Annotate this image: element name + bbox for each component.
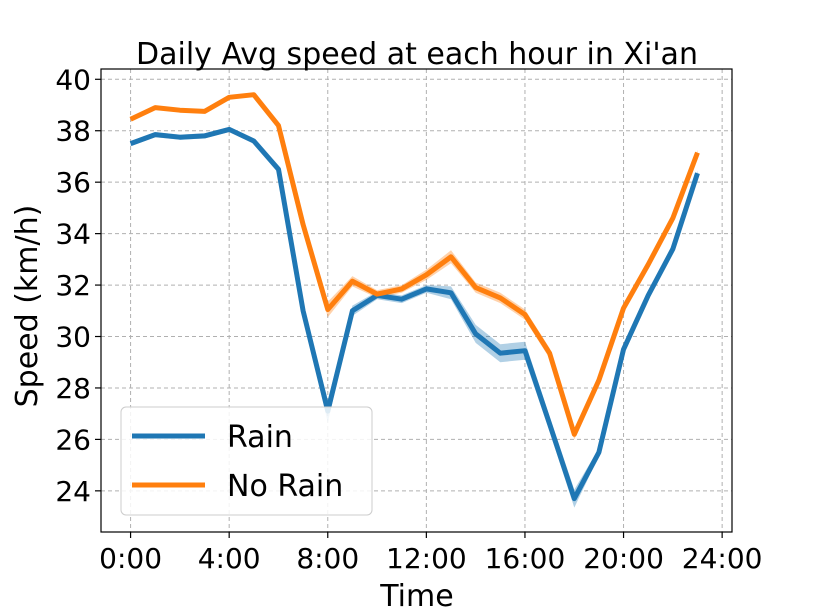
y-tick-label: 24 xyxy=(55,475,91,508)
series-line-no-rain xyxy=(129,92,700,437)
y-axis-ticks: 24 26 28 30 32 34 36 38 40 xyxy=(55,63,101,508)
y-tick-label: 30 xyxy=(55,321,91,354)
grid-lines xyxy=(101,69,732,532)
y-tick-label: 36 xyxy=(55,166,91,199)
x-tick-label: 20:00 xyxy=(583,542,664,575)
x-tick-label: 8:00 xyxy=(296,542,359,575)
chart-title: Daily Avg speed at each hour in Xi'an xyxy=(136,37,698,72)
legend-label: No Rain xyxy=(227,469,343,504)
legend: Rain No Rain xyxy=(120,406,373,516)
legend-label: Rain xyxy=(227,420,293,455)
x-tick-label: 4:00 xyxy=(198,542,261,575)
y-axis-label: Speed (km/h) xyxy=(10,205,45,408)
y-tick-label: 28 xyxy=(55,372,91,405)
y-tick-label: 40 xyxy=(55,63,91,96)
y-tick-label: 32 xyxy=(55,269,91,302)
x-tick-label: 12:00 xyxy=(386,542,467,575)
x-tick-label: 24:00 xyxy=(682,542,763,575)
x-axis-label: Time xyxy=(379,579,453,610)
x-axis-ticks: 0:00 4:00 8:00 12:00 16:00 20:00 24:00 xyxy=(99,532,762,575)
y-tick-label: 26 xyxy=(55,423,91,456)
y-tick-label: 34 xyxy=(55,218,91,251)
y-tick-label: 38 xyxy=(55,115,91,148)
plot-frame xyxy=(100,68,733,533)
x-tick-label: 0:00 xyxy=(99,542,162,575)
x-tick-label: 16:00 xyxy=(485,542,566,575)
series-line-rain xyxy=(129,126,700,502)
series-lines xyxy=(129,92,700,502)
